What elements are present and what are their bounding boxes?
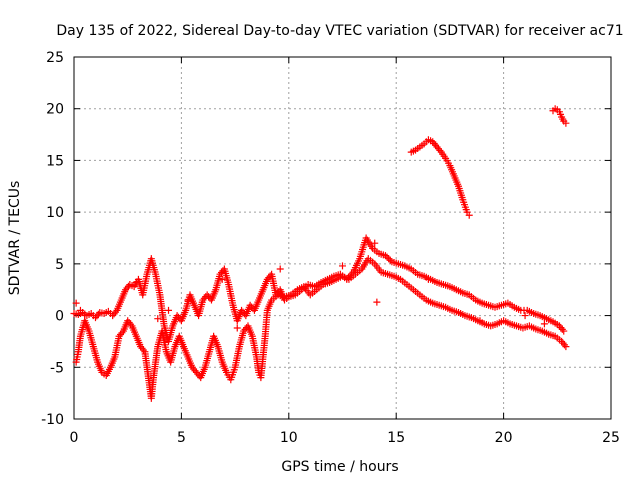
- x-axis-label: GPS time / hours: [281, 459, 398, 475]
- data-point: [385, 255, 393, 263]
- data-point: [127, 320, 135, 328]
- data-point: [184, 296, 192, 304]
- x-tick-label: 5: [177, 430, 186, 446]
- plot-frame: [73, 56, 612, 420]
- data-point: [562, 343, 570, 351]
- data-point: [276, 265, 284, 273]
- data-point: [383, 253, 391, 261]
- data-point: [112, 308, 120, 316]
- data-point: [424, 275, 432, 283]
- data-point: [139, 346, 147, 354]
- x-tick-label: 15: [387, 430, 405, 446]
- chart-title: Day 135 of 2022, Sidereal Day-to-day VTE…: [56, 23, 623, 39]
- x-tick-label: 20: [495, 430, 513, 446]
- x-tick-label: 0: [70, 430, 79, 446]
- grid-layer: [74, 57, 611, 419]
- y-tick-label: 10: [46, 205, 64, 221]
- y-axis-label: SDTVAR / TECUs: [7, 181, 23, 296]
- y-tick-label: 5: [55, 257, 64, 273]
- data-point: [218, 275, 226, 283]
- data-point: [558, 325, 566, 333]
- y-tick-label: 25: [46, 50, 64, 66]
- data-point: [81, 312, 89, 320]
- data-point: [132, 278, 140, 286]
- tick-layer: 0 5 10 15 20 25 -10 -5 0 5 10 15 20 25: [41, 50, 620, 446]
- data-point: [465, 211, 473, 219]
- y-tick-label: 20: [46, 102, 64, 118]
- data-point: [560, 341, 568, 349]
- marks-layer: [70, 105, 570, 402]
- data-point: [118, 329, 126, 337]
- x-tick-label: 25: [602, 430, 620, 446]
- data-point: [154, 315, 162, 323]
- data-point: [373, 298, 381, 306]
- data-point: [386, 256, 394, 264]
- y-tick-label: -5: [50, 360, 64, 376]
- data-point: [76, 306, 84, 314]
- data-point: [381, 252, 389, 260]
- data-point: [72, 299, 80, 307]
- data-point: [436, 146, 444, 154]
- data-point: [94, 310, 102, 318]
- data-point: [540, 320, 548, 328]
- data-point: [560, 327, 568, 335]
- y-tick-label: 15: [46, 153, 64, 169]
- data-point: [233, 324, 241, 332]
- data-point: [371, 239, 379, 247]
- data-point: [476, 317, 484, 325]
- x-tick-label: 10: [280, 430, 298, 446]
- data-point: [339, 262, 346, 270]
- data-point: [165, 306, 173, 314]
- data-point: [521, 312, 529, 320]
- y-tick-label: -10: [41, 412, 64, 428]
- data-point: [562, 119, 570, 127]
- y-tick-label: 0: [55, 309, 64, 325]
